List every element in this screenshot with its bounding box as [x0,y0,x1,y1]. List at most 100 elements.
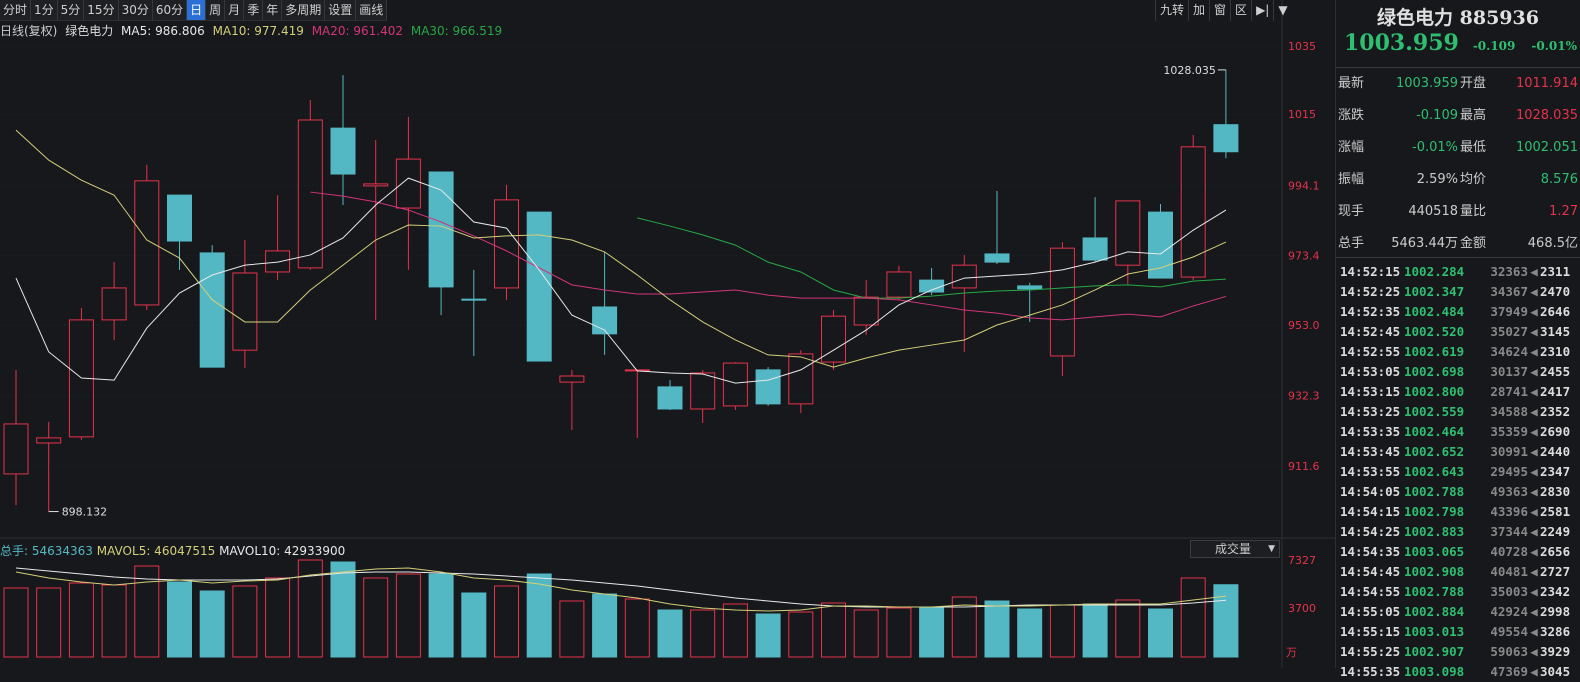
tick-time: 14:52:35 [1340,304,1401,319]
low-price-label: 898.132 [62,506,107,519]
period-tab[interactable]: 分时 [0,0,32,20]
mavol5-label: MAVOL5: 46047515 [96,544,216,558]
period-tab[interactable]: 15分 [84,0,119,20]
tick-time: 14:52:45 [1340,324,1401,339]
tick-price: 1002.908 [1404,564,1465,579]
tick-volume: 35003 [1490,584,1528,599]
tick-count: 2440 [1540,444,1571,459]
candle-body [1049,247,1075,357]
arrow-left-icon: ◀ [1530,444,1538,459]
period-tab[interactable]: 月 [225,0,245,20]
candle [1180,134,1206,281]
candle [1148,203,1173,279]
candle-body [1180,146,1206,278]
tick-time: 14:55:15 [1340,624,1401,639]
candle [984,191,1010,265]
volume-bar [886,607,912,658]
chart-tool-button[interactable]: 九转 [1155,0,1188,21]
kline-chart[interactable]: 1035 1015 994.1 973.4 953.0 932.3 911.6 7327 370… [0,0,1335,668]
candle [265,195,291,281]
tick-volume: 30137 [1490,364,1528,379]
tick-count: 2581 [1540,504,1571,519]
indicator-select[interactable]: 成交量 ▼ [1190,540,1280,558]
volume-bar [755,613,781,658]
period-tab[interactable]: 季 [244,0,264,20]
chart-tool-button[interactable]: 加 [1188,0,1209,21]
candle [395,116,421,270]
chart-tool-button[interactable]: ▶| [1251,0,1273,21]
period-tab[interactable]: 5分 [58,0,85,20]
volume-bar [330,561,356,658]
legend-ma5: MA5: 986.806 [121,24,205,38]
tick-volume: 35027 [1490,324,1528,339]
period-tab[interactable]: 年 [263,0,283,20]
candle [526,211,552,362]
tick-price: 1003.098 [1404,664,1465,679]
arrow-left-icon: ◀ [1530,504,1538,519]
tick-time: 14:55:25 [1340,644,1401,659]
period-tab[interactable]: 60分 [153,0,188,20]
arrow-left-icon: ◀ [1530,524,1538,539]
tick-time: 14:54:05 [1340,484,1401,499]
tick-time: 14:53:15 [1340,384,1401,399]
tick-volume: 35359 [1490,424,1528,439]
period-tab[interactable]: 日 [187,0,207,20]
tick-row: 14:53:15 1002.800 28741 ◀ 2417 [1336,382,1580,402]
mavol10-label: MAVOL10: 42933900 [219,544,346,558]
chart-tool-button[interactable]: ▼ [1273,0,1291,21]
quote-value: 1011.914 [1515,76,1578,91]
tick-price: 1002.788 [1404,484,1465,499]
ma10-line [15,129,1227,368]
chart-tool-button[interactable]: 区 [1230,0,1251,21]
high-price-label: 1028.035 [1163,64,1216,77]
arrow-left-icon: ◀ [1530,384,1538,399]
period-tab[interactable]: 设置 [325,0,357,20]
quote-label: 涨幅 [1338,140,1365,155]
period-tab[interactable]: 1分 [31,0,58,20]
volume-bar [1049,604,1075,658]
arrow-left-icon: ◀ [1530,424,1538,439]
arrow-left-icon: ◀ [1530,584,1538,599]
tick-list[interactable]: 14:52:15 1002.284 32363 ◀ 2311 14:52:25 1002.3… [1336,258,1580,682]
tick-price: 1003.065 [1404,544,1465,559]
candle-body [559,375,585,383]
period-tab[interactable]: 30分 [119,0,153,20]
tick-count: 2470 [1540,284,1571,299]
candle-body [395,158,421,209]
period-tab[interactable]: 画线 [356,0,388,20]
volume-bar [1180,577,1206,658]
tick-price: 1002.800 [1404,384,1465,399]
candle [1115,200,1141,284]
tick-price: 1002.484 [1404,304,1465,319]
volume-legend: 总手: 54634363 MAVOL5: 46047515 MAVOL10: 4… [0,542,345,559]
volume-bar [395,573,421,658]
candle [199,245,225,368]
volume-bar [592,593,618,658]
candle-body [657,386,683,410]
tick-time: 14:55:35 [1340,664,1401,679]
candle [755,367,781,406]
quote-label: 现手 [1338,204,1365,219]
arrow-left-icon: ◀ [1530,484,1538,499]
arrow-left-icon: ◀ [1530,344,1538,359]
candle [919,267,945,296]
tick-count: 2249 [1540,524,1571,539]
tick-time: 14:52:25 [1340,284,1401,299]
volume-bar [68,582,94,658]
candle-body [755,369,781,405]
candle [101,262,127,340]
quote-value: 468.5亿 [1527,236,1578,251]
tick-count: 2311 [1540,264,1571,279]
period-tab[interactable]: 周 [206,0,226,20]
tick-price: 1002.883 [1404,524,1465,539]
tick-count: 2727 [1540,564,1571,579]
tick-price: 1002.798 [1404,504,1465,519]
candle [951,254,977,352]
ma20-line [310,191,1227,321]
candle-body [951,264,977,289]
tick-price: 1002.652 [1404,444,1465,459]
chart-tool-button[interactable]: 窗 [1209,0,1230,21]
tick-count: 2646 [1540,304,1571,319]
volume-bar [3,587,29,658]
period-tab[interactable]: 多周期 [282,0,326,20]
